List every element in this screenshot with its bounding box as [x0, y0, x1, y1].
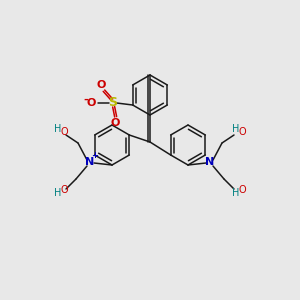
Text: H: H	[54, 188, 62, 198]
Text: O: O	[238, 185, 246, 195]
Text: O: O	[111, 118, 120, 128]
Text: -: -	[83, 95, 88, 105]
Text: S: S	[108, 97, 117, 110]
Text: N: N	[85, 157, 94, 167]
Text: H: H	[232, 124, 240, 134]
Text: O: O	[97, 80, 106, 90]
Text: H: H	[232, 188, 240, 198]
Text: O: O	[238, 127, 246, 137]
Text: +: +	[92, 152, 98, 160]
Text: O: O	[60, 185, 68, 195]
Text: O: O	[60, 127, 68, 137]
Text: H: H	[54, 124, 62, 134]
Text: O: O	[87, 98, 96, 108]
Text: N: N	[206, 157, 214, 167]
